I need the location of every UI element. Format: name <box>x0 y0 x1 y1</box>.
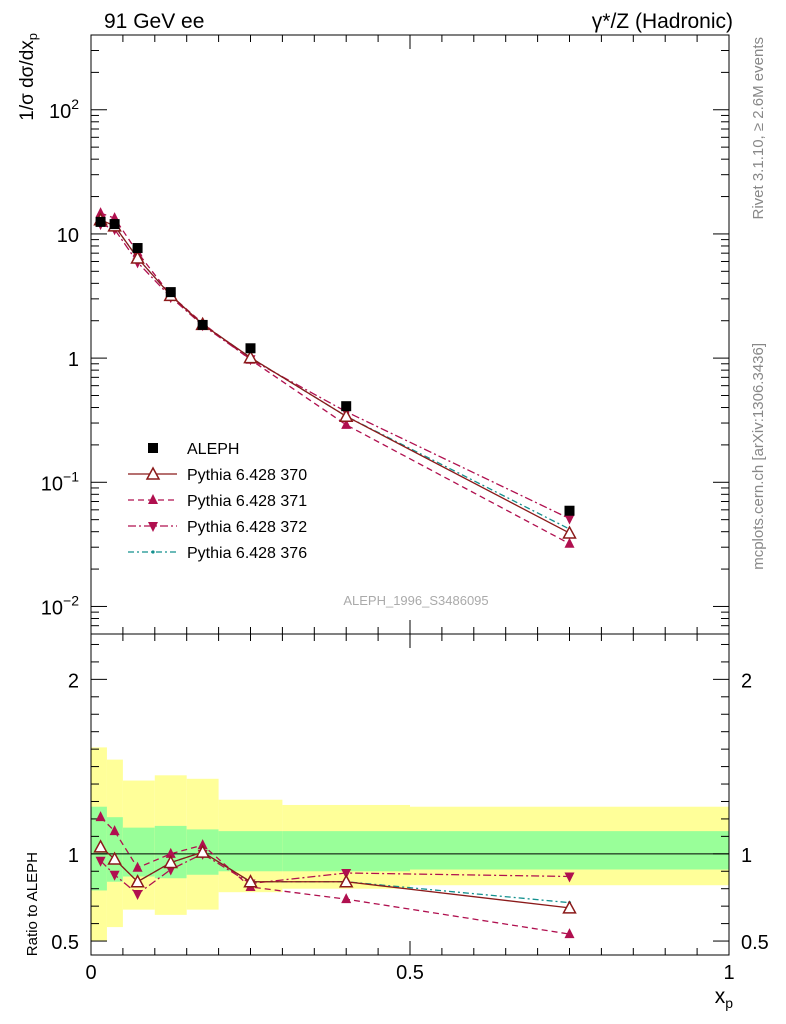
ratio-point <box>130 874 145 888</box>
legend-label: Pythia 6.428 372 <box>187 519 307 536</box>
mcplots-label: mcplots.cern.ch [arXiv:1306.3436] <box>750 343 767 570</box>
x-tick-label: 1 <box>723 962 734 984</box>
ratio-point <box>93 839 108 853</box>
legend-marker <box>145 466 161 480</box>
legend-marker <box>148 443 158 453</box>
ratio-point <box>107 851 122 865</box>
data-point <box>562 525 577 539</box>
ratio-series-line <box>100 816 570 935</box>
header-process-label: γ*/Z (Hadronic) <box>592 10 733 33</box>
legend-label: ALEPH <box>187 441 239 458</box>
data-point <box>132 243 143 254</box>
ratio-y-tick-label: 1 <box>68 845 79 867</box>
y-tick-label: 10−1 <box>41 468 79 495</box>
legend-marker <box>148 494 158 504</box>
legend-label: Pythia 6.428 376 <box>187 545 307 562</box>
legend-marker <box>148 522 158 532</box>
ratio-point <box>165 847 176 858</box>
ratio-point <box>132 889 143 900</box>
x-axis-label: xp <box>715 985 734 1011</box>
analysis-id-label: ALEPH_1996_S3486095 <box>343 593 488 608</box>
ratio-band-inner <box>218 831 283 872</box>
ratio-band-inner <box>282 831 410 872</box>
legend: ALEPH Pythia 6.428 370 Pythia 6.428 371 Pyt… <box>128 441 307 562</box>
ratio-y-tick-label: 0.5 <box>51 932 79 954</box>
ratio-series-line <box>100 853 570 895</box>
y-tick-label: 10 <box>57 225 79 247</box>
ratio-band-inner <box>410 831 729 870</box>
ratio-point <box>95 811 106 822</box>
series-line <box>100 219 570 534</box>
ratio-y-tick-label: 2 <box>741 670 752 692</box>
data-point <box>564 505 575 516</box>
y-tick-label: 10−2 <box>41 592 79 619</box>
x-tick-label: 0.5 <box>396 962 424 984</box>
ratio-y-tick-label: 0.5 <box>741 932 769 954</box>
data-point <box>243 350 258 364</box>
y-tick-label: 1 <box>68 349 79 371</box>
ratio-plot: 0 0.5 1 0.5 0.5 1 1 2 2 <box>51 633 769 984</box>
y-tick-label: 102 <box>49 96 79 123</box>
data-point <box>564 537 575 548</box>
ratio-point <box>195 844 210 858</box>
data-point <box>109 219 120 230</box>
ratio-point <box>243 874 258 888</box>
main-plot: 10−2 10−1 1 10 102 <box>41 34 730 635</box>
data-point <box>197 319 208 330</box>
ratio-point <box>341 869 352 880</box>
ratio-point <box>564 928 575 939</box>
legend-marker <box>151 550 155 554</box>
ratio-point <box>109 825 120 836</box>
ratio-point <box>109 870 120 881</box>
data-point <box>95 207 106 218</box>
data-point <box>95 216 106 227</box>
rivet-version-label: Rivet 3.1.10, ≥ 2.6M events <box>750 37 767 220</box>
ratio-y-tick-label: 1 <box>741 845 752 867</box>
data-point <box>130 250 145 264</box>
ratio-y-tick-label: 2 <box>68 670 79 692</box>
main-y-axis-label: 1/σ dσ/dxp <box>17 33 40 121</box>
data-point <box>338 408 354 423</box>
ratio-point <box>338 874 354 888</box>
series-line <box>100 219 570 530</box>
header-energy-label: 91 GeV ee <box>104 10 204 33</box>
data-point <box>341 401 352 412</box>
ratio-point <box>132 861 143 872</box>
ratio-point <box>341 893 352 904</box>
ratio-point <box>197 839 208 850</box>
ratio-point <box>163 854 179 869</box>
ratio-point <box>95 856 106 867</box>
ratio-point <box>564 872 575 883</box>
x-tick-label: 0 <box>85 962 96 984</box>
series-line <box>100 223 570 520</box>
data-point <box>245 343 256 354</box>
ratio-y-axis-label: Ratio to ALEPH <box>24 852 41 956</box>
data-point <box>564 514 575 525</box>
data-point <box>341 418 352 429</box>
ratio-point <box>562 900 577 914</box>
legend-label: Pythia 6.428 370 <box>187 467 307 484</box>
data-point <box>165 287 176 298</box>
legend-label: Pythia 6.428 371 <box>187 493 307 510</box>
